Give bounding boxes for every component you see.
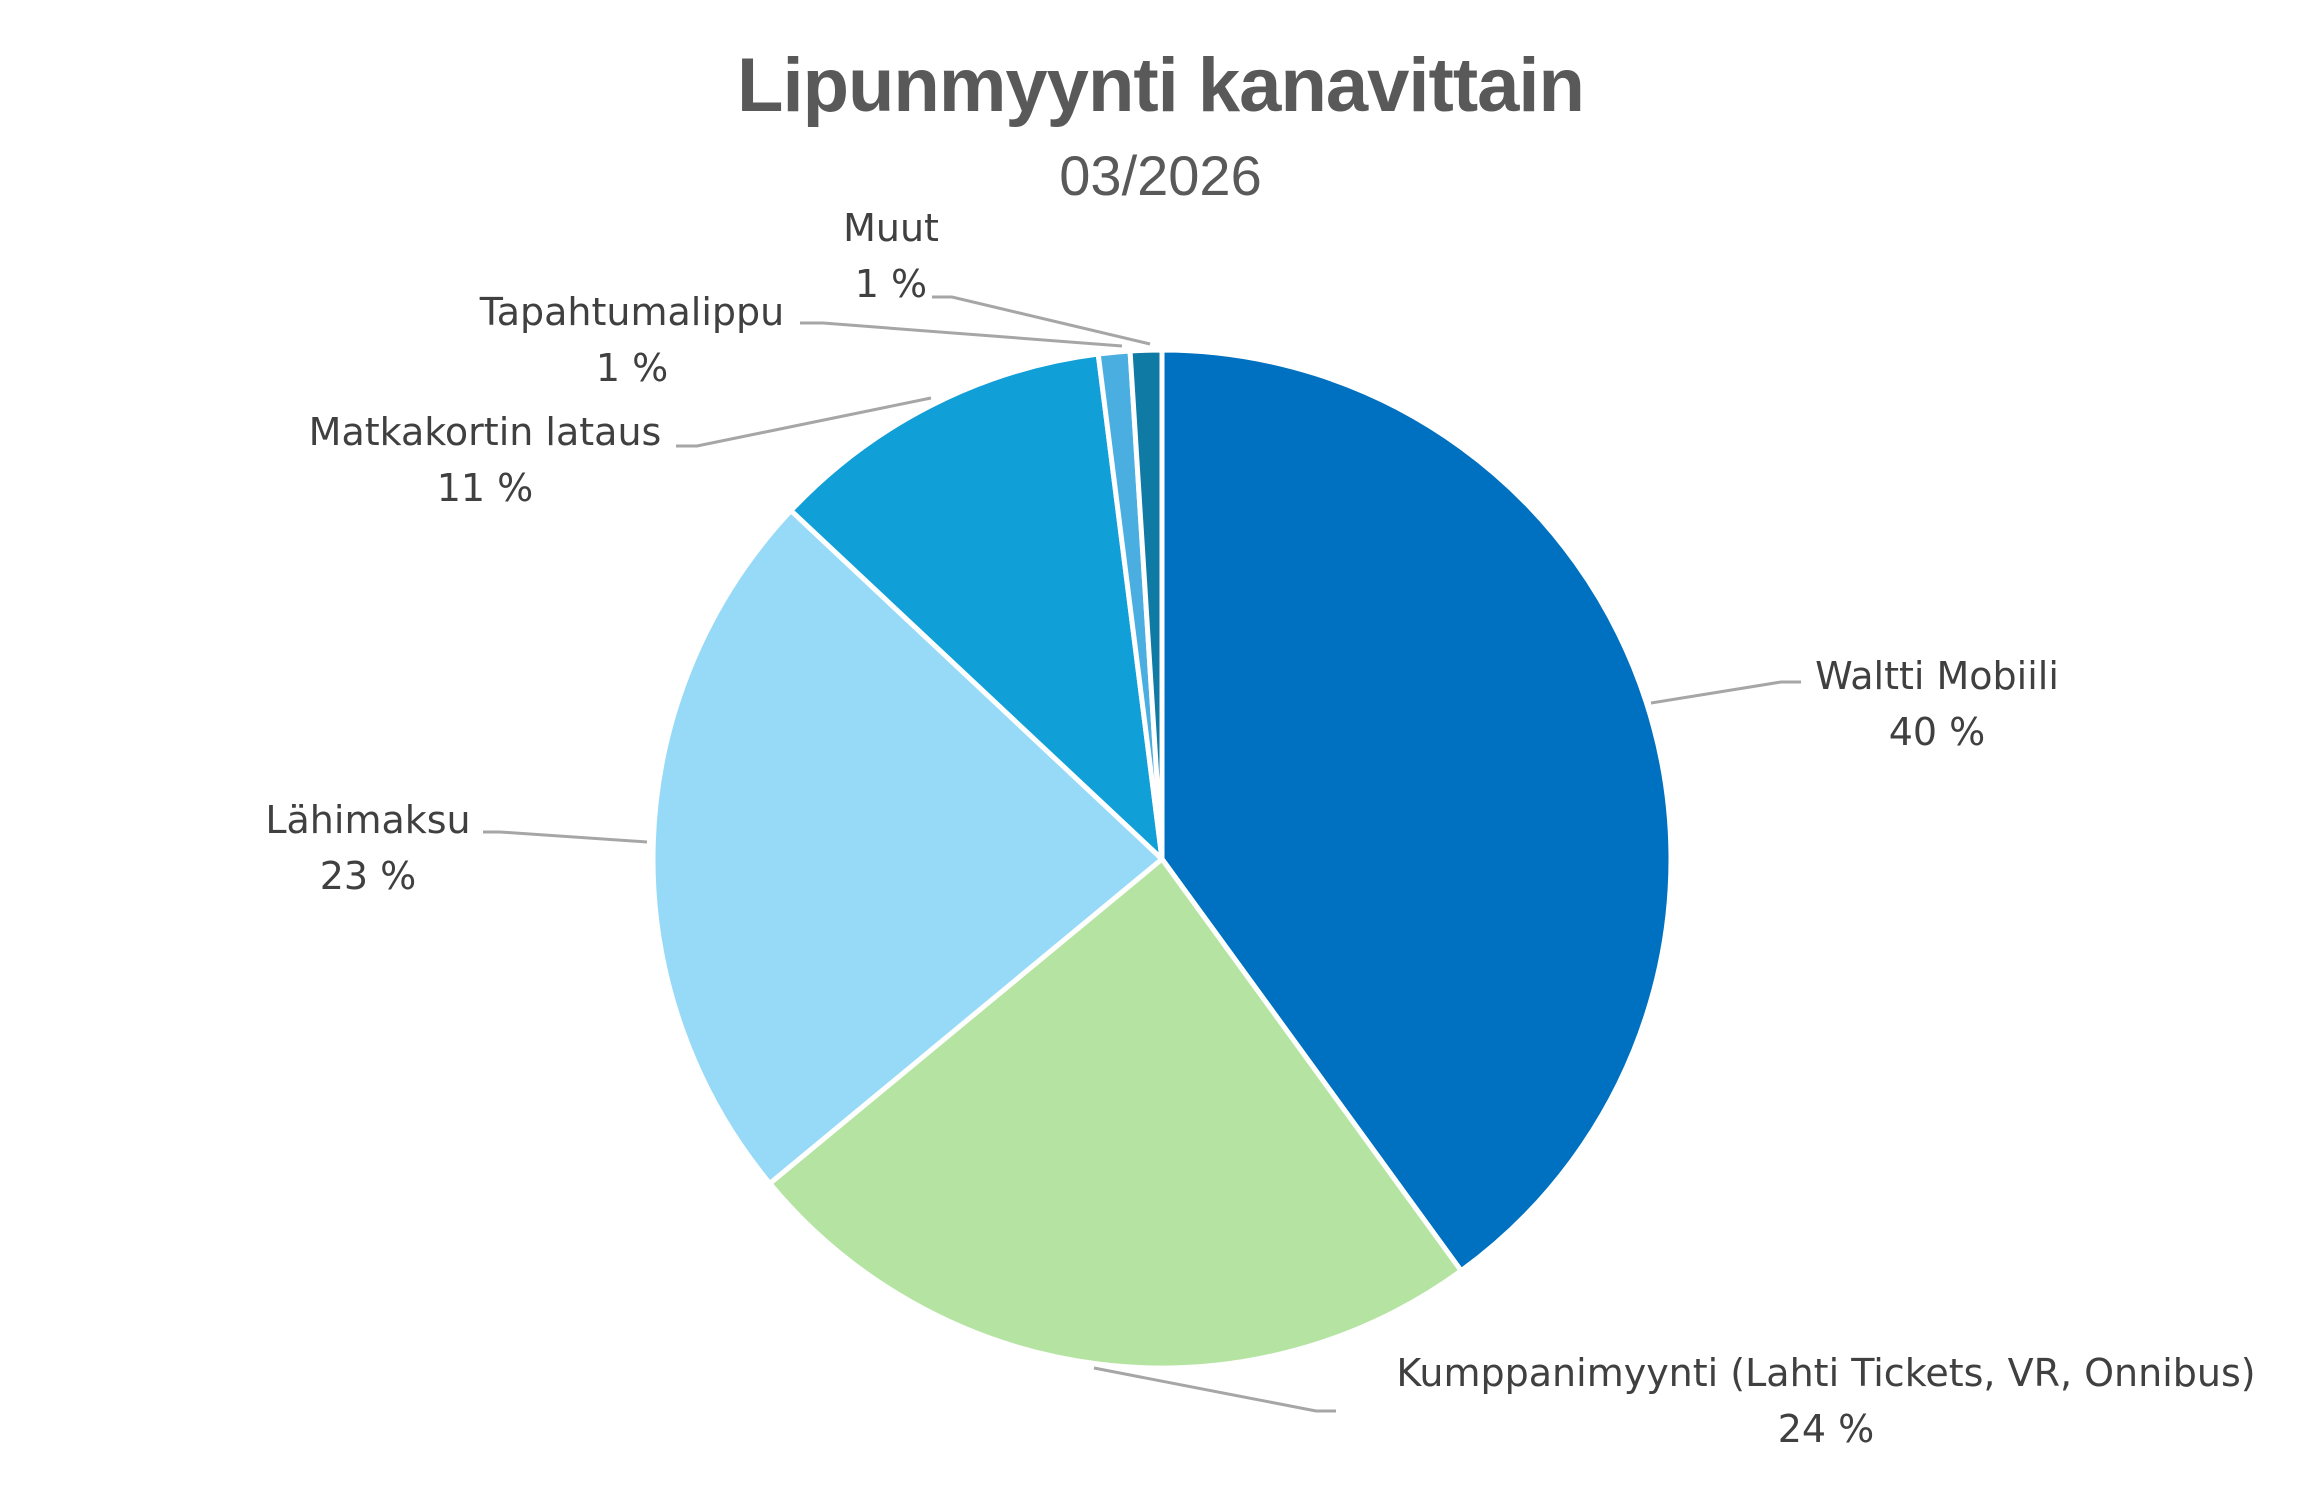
data-label-lahimaksu: Lähimaksu 23 % (265, 792, 470, 904)
label-percent: 24 % (1777, 1407, 1875, 1451)
label-category: Muut (843, 206, 939, 250)
leader-line-muut (932, 295, 1151, 346)
pie-slice-muut (1127, 347, 1165, 862)
pie-slice-lähimaksu (650, 508, 1165, 1186)
label-category: Waltti Mobiili (1815, 654, 2059, 698)
data-label-waltti-mobiili: Waltti Mobiili 40 % (1815, 648, 2059, 760)
pie-slice-matkakortin (788, 351, 1165, 862)
label-category: Kumppanimyynti (Lahti Tickets, VR, Onnib… (1396, 1351, 2256, 1395)
pie-slice-waltti (1159, 347, 1674, 1274)
data-label-kumppanimyynti: Kumppanimyynti (Lahti Tickets, VR, Onnib… (1396, 1345, 2255, 1457)
pie-slices (650, 347, 1674, 1371)
chart-title: Lipunmyynti kanavittain (737, 43, 1585, 128)
leader-line-kumppanimyynti (1093, 1366, 1336, 1413)
label-percent: 1 % (595, 346, 669, 390)
label-percent: 1 % (854, 262, 928, 306)
label-category: Tapahtumalippu (479, 290, 785, 334)
leader-lines (483, 295, 1801, 1413)
label-percent: 40 % (1888, 710, 1986, 754)
leader-line-matkakortin-lataus (676, 396, 932, 448)
leader-line-lahimaksu (483, 830, 648, 844)
leader-line-waltti-mobiili (1650, 680, 1801, 705)
leader-line-tapahtumalippu (800, 321, 1123, 348)
chart-subtitle: 03/2026 (1059, 144, 1262, 207)
label-percent: 11 % (436, 466, 534, 510)
pie-slice-kumppanimyynti (767, 856, 1464, 1371)
data-label-matkakortin-lataus: Matkakortin lataus 11 % (309, 404, 662, 516)
data-label-tapahtumalippu: Tapahtumalippu 1 % (480, 284, 784, 396)
label-category: Lähimaksu (265, 798, 471, 842)
label-percent: 23 % (319, 854, 417, 898)
label-category: Matkakortin lataus (308, 410, 662, 454)
data-label-muut: Muut 1 % (843, 200, 939, 312)
